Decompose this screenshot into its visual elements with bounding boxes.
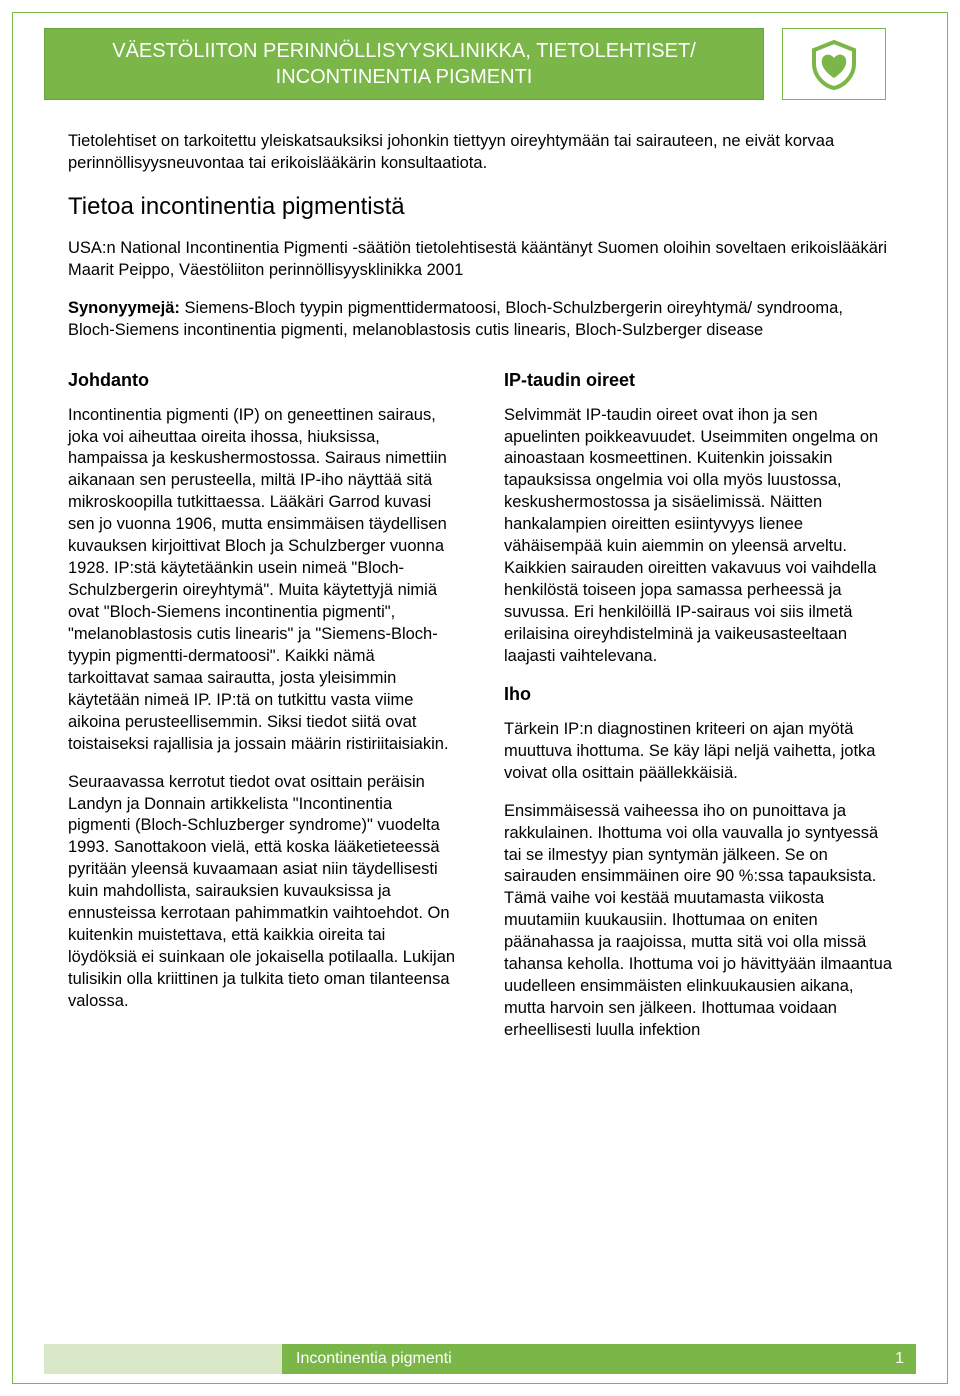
right-column: IP-taudin oireet Selvimmät IP-taudin oir… — [504, 370, 892, 1058]
johdanto-heading: Johdanto — [68, 370, 456, 391]
header-title-line2: INCONTINENTIA PIGMENTI — [276, 64, 533, 90]
footer-title: Incontinentia pigmenti — [282, 1344, 872, 1374]
iho-p2: Ensimmäisessä vaiheessa iho on punoittav… — [504, 801, 892, 1042]
header-title-line1: VÄESTÖLIITON PERINNÖLLISYYSKLINIKKA, TIE… — [112, 38, 696, 64]
source-text: USA:n National Incontinentia Pigmenti -s… — [68, 237, 892, 282]
footer-left-block — [44, 1344, 282, 1374]
header-bar: VÄESTÖLIITON PERINNÖLLISYYSKLINIKKA, TIE… — [44, 28, 764, 100]
left-column: Johdanto Incontinentia pigmenti (IP) on … — [68, 370, 456, 1058]
oireet-heading: IP-taudin oireet — [504, 370, 892, 391]
two-column-layout: Johdanto Incontinentia pigmenti (IP) on … — [68, 370, 892, 1058]
footer-bar: Incontinentia pigmenti 1 — [44, 1344, 916, 1374]
iho-heading: Iho — [504, 684, 892, 705]
johdanto-p2: Seuraavassa kerrotut tiedot ovat osittai… — [68, 772, 456, 1013]
synonyms-label: Synonyymejä: — [68, 299, 180, 317]
synonyms: Synonyymejä: Siemens-Bloch tyypin pigmen… — [68, 297, 892, 342]
shield-heart-icon — [806, 36, 862, 92]
intro-note: Tietolehtiset on tarkoitettu yleiskatsau… — [68, 130, 892, 175]
logo-box — [782, 28, 886, 100]
main-heading: Tietoa incontinentia pigmentistä — [68, 193, 892, 221]
footer-page-number: 1 — [872, 1344, 916, 1374]
content-area: Tietolehtiset on tarkoitettu yleiskatsau… — [68, 130, 892, 1058]
johdanto-p1: Incontinentia pigmenti (IP) on geneettin… — [68, 405, 456, 756]
synonyms-text: Siemens-Bloch tyypin pigmenttidermatoosi… — [68, 299, 843, 339]
oireet-p1: Selvimmät IP-taudin oireet ovat ihon ja … — [504, 405, 892, 668]
iho-p1: Tärkein IP:n diagnostinen kriteeri on aj… — [504, 719, 892, 785]
